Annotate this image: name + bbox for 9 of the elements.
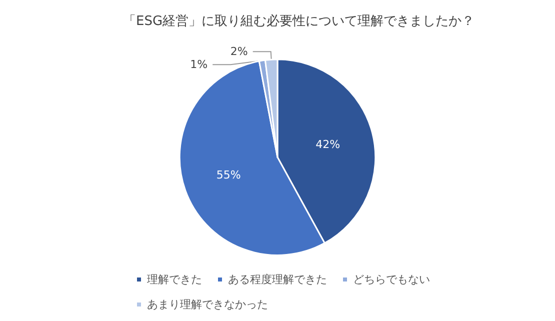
chart-title: 「ESG経営」に取り組む必要性について理解できましたか？ bbox=[123, 14, 475, 29]
data-label: 2% bbox=[230, 45, 248, 58]
legend-label: どちらでもない bbox=[353, 273, 430, 286]
data-label: 42% bbox=[316, 138, 340, 151]
legend-label: 理解できた bbox=[147, 273, 202, 286]
legend-label: ある程度理解できた bbox=[228, 273, 327, 286]
legend-label: あまり理解できなかった bbox=[147, 298, 268, 311]
data-label: 1% bbox=[190, 58, 208, 72]
data-label: 55% bbox=[216, 168, 241, 182]
